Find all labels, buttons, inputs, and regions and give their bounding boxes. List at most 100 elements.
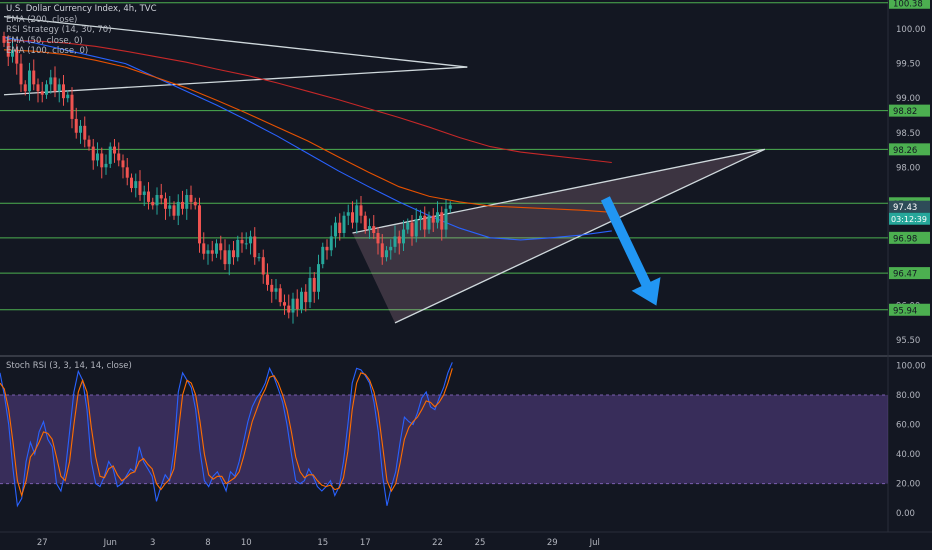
candle-body xyxy=(363,215,367,230)
candle-body xyxy=(295,298,299,310)
candle-body xyxy=(253,236,257,258)
candle-body xyxy=(402,229,405,244)
candle-body xyxy=(300,291,303,310)
candle-body xyxy=(70,94,74,119)
level-label: 96.98 xyxy=(893,234,917,244)
candle-body xyxy=(227,250,231,265)
candle-body xyxy=(342,215,346,234)
time-tick-label: 15 xyxy=(317,538,328,548)
candle-body xyxy=(57,84,61,92)
candle-body xyxy=(389,246,393,251)
level-label-bg xyxy=(889,303,930,316)
candle-body xyxy=(223,250,227,265)
level-label-bg xyxy=(889,104,930,117)
level-label: 95.94 xyxy=(893,306,917,316)
candle-body xyxy=(359,205,363,216)
candle-body xyxy=(261,257,265,275)
candle-body xyxy=(368,226,371,230)
candle-body xyxy=(283,302,286,306)
candle-body xyxy=(444,208,448,230)
candle-body xyxy=(419,215,422,220)
stoch-k-line xyxy=(0,362,453,508)
stoch-tick-label: 60.00 xyxy=(896,421,920,431)
last-price-label: 97.43 xyxy=(893,203,917,213)
candle-body xyxy=(291,298,295,313)
candle-body xyxy=(11,49,14,57)
candle-body xyxy=(240,239,244,244)
time-tick-label: 25 xyxy=(475,538,486,548)
candle-body xyxy=(125,167,129,178)
level-label-bg xyxy=(889,143,930,156)
level-label-bg xyxy=(889,231,930,244)
candle-body xyxy=(91,146,95,161)
candle-body xyxy=(431,215,435,223)
candle-body xyxy=(147,191,150,202)
rising-wedge-pattern xyxy=(352,148,766,324)
candle-body xyxy=(74,118,78,133)
candle-body xyxy=(274,288,278,292)
candle-body xyxy=(23,84,27,92)
time-tick-label: Jul xyxy=(589,538,600,548)
indicator-stoch-rsi: Stoch RSI (3, 3, 14, 14, close) xyxy=(6,361,132,371)
axes: 100.0099.5099.0098.5098.0097.5097.0096.5… xyxy=(37,0,930,548)
candle-body xyxy=(36,84,40,92)
last-price-bg xyxy=(889,200,930,213)
candle-body xyxy=(198,205,201,244)
price-tick-label: 99.00 xyxy=(896,94,920,104)
candle-body xyxy=(236,239,240,258)
candle-body xyxy=(176,201,180,216)
level-label: 98.82 xyxy=(893,107,917,117)
candle-body xyxy=(168,205,172,209)
candle-body xyxy=(448,205,452,209)
price-tick-label: 100.00 xyxy=(896,25,926,35)
candle-body xyxy=(19,63,23,85)
candle-body xyxy=(215,243,218,254)
indicator-ema100: EMA (100, close, 0) xyxy=(6,46,89,56)
stoch-rsi-lines xyxy=(0,362,453,508)
candle-body xyxy=(202,243,206,254)
candle-body xyxy=(287,305,291,313)
candle-body xyxy=(130,177,133,189)
candle-body xyxy=(436,212,439,223)
stoch-tick-label: 100.00 xyxy=(896,361,926,371)
candlesticks xyxy=(2,31,452,324)
candle-body xyxy=(66,94,70,99)
main-legend: U.S. Dollar Currency Index, 4h, TVC EMA … xyxy=(6,4,157,57)
candle-body xyxy=(376,233,380,244)
level-label: 96.47 xyxy=(893,270,917,280)
indicator-ema200: EMA (200, close) xyxy=(6,14,78,25)
candle-body xyxy=(159,194,163,199)
candle-body xyxy=(346,212,350,216)
candle-body xyxy=(325,246,329,251)
indicator-rsi-strategy: RSI Strategy (14, 30, 70) xyxy=(6,25,112,35)
triangle-pattern xyxy=(3,15,468,96)
time-tick-label: 3 xyxy=(150,538,155,548)
stoch-d-line xyxy=(0,368,453,498)
candle-body xyxy=(32,70,36,85)
horizontal-levels xyxy=(0,2,888,311)
candle-body xyxy=(104,163,108,168)
candle-body xyxy=(385,250,388,258)
candle-body xyxy=(266,274,269,285)
triangle-lower-line xyxy=(3,66,468,96)
moving-averages xyxy=(3,36,612,241)
candle-body xyxy=(410,222,414,237)
candle-body xyxy=(206,250,210,254)
candle-body xyxy=(62,84,65,99)
candle-body xyxy=(334,222,337,237)
candle-body xyxy=(181,201,184,209)
candle-body xyxy=(117,153,121,161)
candle-body xyxy=(28,70,31,92)
arrow-body xyxy=(600,196,661,306)
candle-body xyxy=(164,198,167,209)
candle-body xyxy=(372,226,376,234)
down-arrow-icon xyxy=(600,196,661,306)
candle-body xyxy=(53,77,57,92)
candle-body xyxy=(151,201,155,206)
candle-body xyxy=(427,215,431,230)
candle-body xyxy=(79,125,82,133)
candle-body xyxy=(87,139,91,147)
candle-body xyxy=(210,250,214,254)
candle-body xyxy=(304,291,308,303)
